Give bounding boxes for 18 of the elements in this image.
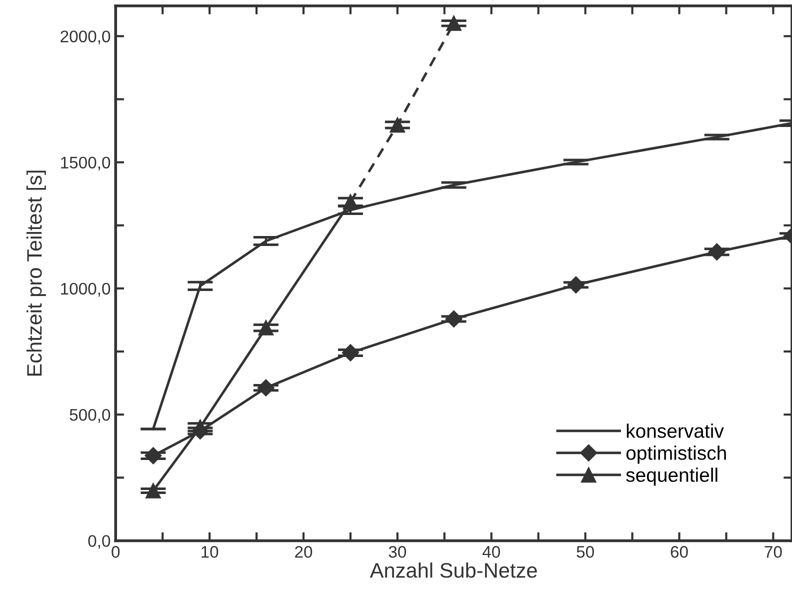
legend-label: konservativ: [626, 424, 724, 438]
x-tick-label: 40: [482, 546, 500, 558]
legend-label: sequentiell: [626, 468, 718, 486]
x-axis-title: Anzahl Sub-Netze: [370, 562, 537, 578]
x-tick-label: 50: [576, 546, 594, 558]
x-tick-label: 10: [202, 546, 218, 558]
y-tick-label: 500,0: [70, 408, 110, 423]
y-tick-label: 2000,0: [60, 30, 110, 44]
legend-label: optimistisch: [626, 446, 726, 464]
x-tick-label: 30: [388, 546, 406, 558]
x-tick-label: 60: [670, 546, 688, 558]
x-tick-label: 70: [764, 546, 782, 558]
y-axis-title: Echtzeit pro Teiltest [s]: [26, 170, 46, 376]
y-tick-label: 1500,0: [61, 156, 110, 170]
x-tick-label: 20: [295, 546, 312, 558]
y-tick-label: 1000,0: [61, 282, 110, 297]
x-tick-label: 0: [112, 546, 120, 558]
y-tick-label: 0,0: [88, 535, 110, 549]
